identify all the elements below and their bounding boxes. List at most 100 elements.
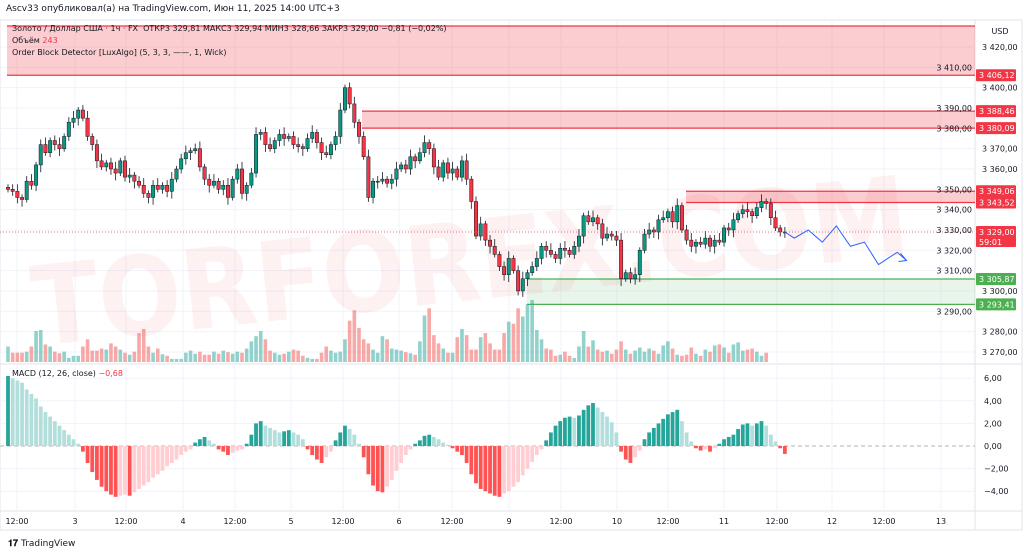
volume-bar xyxy=(361,339,366,362)
volume-bar xyxy=(244,348,249,362)
macd-histogram-bar xyxy=(726,436,731,446)
candle-body xyxy=(76,109,81,119)
macd-histogram-bar xyxy=(389,446,394,480)
volume-bar xyxy=(301,355,305,362)
macd-histogram-bar xyxy=(614,432,619,446)
candle-body xyxy=(52,140,57,145)
macd-histogram-bar xyxy=(656,423,661,446)
macd-histogram-bar xyxy=(80,446,85,452)
candle-body xyxy=(324,152,329,155)
volume-bar xyxy=(413,354,417,362)
macd-histogram-bar xyxy=(684,432,689,446)
macd-histogram-bar xyxy=(782,446,787,454)
volume-bar xyxy=(680,355,684,362)
candle-body xyxy=(544,245,549,251)
candle-body xyxy=(118,160,123,174)
volume-bar xyxy=(586,346,591,362)
candle-body xyxy=(385,178,390,184)
candle-body xyxy=(155,184,160,190)
candle-body xyxy=(778,227,783,233)
macd-histogram-bar xyxy=(352,434,357,446)
macd-histogram-bar xyxy=(586,405,591,446)
volume-bar xyxy=(666,341,670,362)
macd-histogram-bar xyxy=(492,446,497,496)
symbol-name[interactable]: Золото / Доллар США · 1ч · FX xyxy=(12,24,139,33)
time-tick-label: 11 xyxy=(719,517,729,526)
macd-histogram-bar xyxy=(572,417,577,446)
volume-bar xyxy=(450,352,455,362)
macd-histogram-bar xyxy=(52,421,57,446)
order-block-zone xyxy=(686,191,975,203)
macd-histogram-bar xyxy=(478,446,483,489)
volume-bar xyxy=(394,349,399,362)
macd-histogram-bar xyxy=(408,446,413,450)
zone-price-tag: 3 293,41 xyxy=(979,300,1015,309)
candle-body xyxy=(600,223,605,239)
volume-bar xyxy=(319,352,324,362)
volume-bar xyxy=(404,352,408,362)
volume-bar xyxy=(418,341,422,362)
volume-bar xyxy=(263,339,268,362)
volume-bar xyxy=(600,351,605,362)
macd-histogram-bar xyxy=(530,446,535,462)
candle-body xyxy=(230,178,235,198)
brand-name[interactable]: TradingView xyxy=(21,539,76,549)
volume-label[interactable]: Объём xyxy=(12,36,40,45)
volume-bar xyxy=(497,349,502,362)
volume-bar xyxy=(764,352,768,362)
candle-body xyxy=(207,178,212,186)
zone-price-tag-bg xyxy=(976,105,1016,118)
price-tick-label: 3 320,00 xyxy=(936,246,972,255)
macd-histogram-bar xyxy=(197,439,202,446)
candle-body xyxy=(43,144,48,153)
macd-histogram-bar xyxy=(427,434,432,446)
volume-bar xyxy=(675,354,680,362)
candle-body xyxy=(352,103,357,123)
volume-bar xyxy=(535,329,539,362)
price-tick-label: 3 330,00 xyxy=(936,226,972,235)
indicator-legend[interactable]: Order Block Detector [LuxAlgo] (5, 3, 3,… xyxy=(12,48,227,57)
candle-body xyxy=(703,237,708,245)
volume-bar xyxy=(137,333,141,362)
macd-histogram-bar xyxy=(619,446,623,452)
candle-body xyxy=(34,164,39,186)
candle-body xyxy=(445,162,450,174)
macd-histogram-bar xyxy=(141,446,146,486)
macd-histogram-bar xyxy=(431,436,436,446)
candle-body xyxy=(137,180,141,186)
candle-body xyxy=(10,189,15,192)
volume-bar xyxy=(151,352,155,362)
macd-histogram-bar xyxy=(151,446,155,478)
macd-histogram-bar xyxy=(628,446,633,463)
candle-body xyxy=(614,235,619,241)
time-tick-label: 13 xyxy=(936,517,946,526)
currency-label[interactable]: USD xyxy=(991,27,1008,36)
time-tick-label: 12:00 xyxy=(765,517,788,526)
macd-histogram-bar xyxy=(394,446,399,471)
candle-body xyxy=(661,217,666,221)
candle-body xyxy=(24,180,29,200)
candle-body xyxy=(633,274,638,280)
candle-body xyxy=(759,201,764,208)
time-tick-label: 5 xyxy=(288,517,293,526)
candle-body xyxy=(80,109,85,119)
candle-body xyxy=(450,168,455,174)
macd-histogram-bar xyxy=(34,398,38,446)
macd-legend: MACD (12, 26, close) −0,68 xyxy=(12,369,123,378)
macd-histogram-bar xyxy=(633,446,638,458)
candle-body xyxy=(670,211,675,223)
candle-body xyxy=(123,160,127,178)
candle-body xyxy=(595,217,600,225)
macd-label[interactable]: MACD (12, 26, close) xyxy=(12,369,96,378)
macd-histogram-bar xyxy=(773,441,778,446)
candle-body xyxy=(216,180,221,190)
candle-body xyxy=(740,209,745,214)
macd-histogram-bar xyxy=(216,446,221,450)
candle-body xyxy=(506,258,511,275)
volume-bar xyxy=(633,350,637,362)
volume-bar xyxy=(563,351,567,362)
candle-body xyxy=(572,245,577,255)
candle-body xyxy=(319,142,324,153)
macd-histogram-bar xyxy=(712,446,717,449)
